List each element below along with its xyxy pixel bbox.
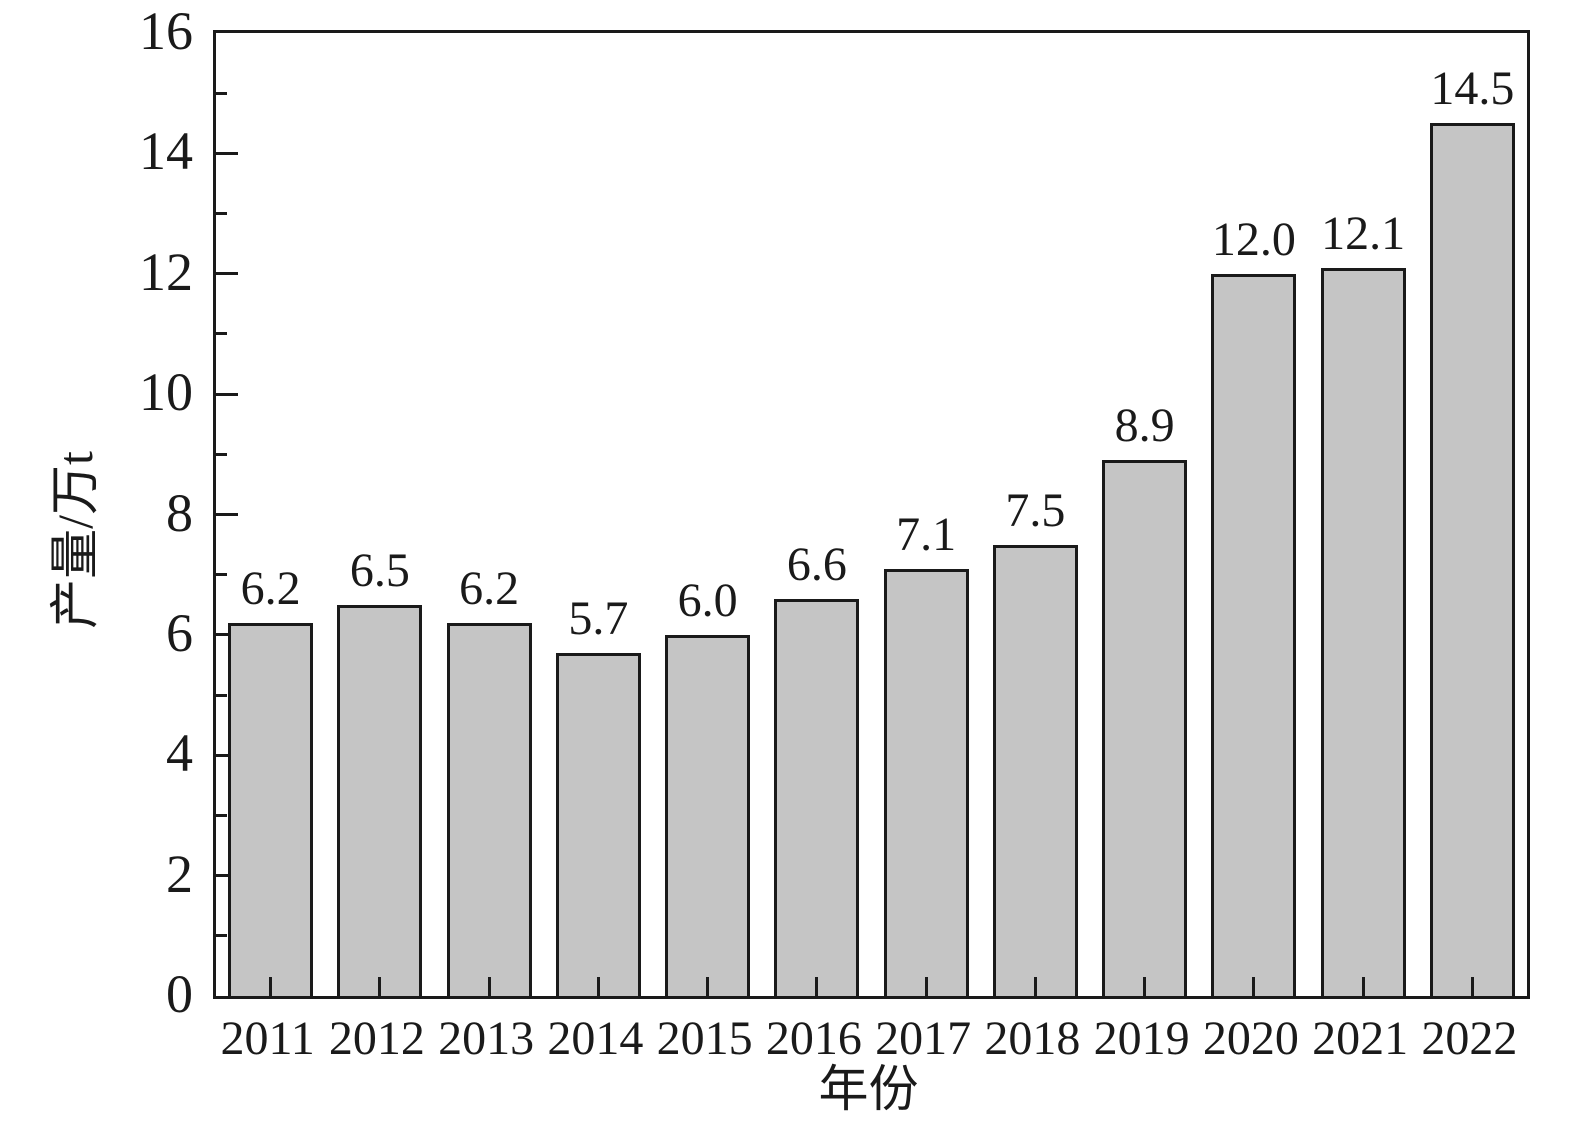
y-axis-minor-tick xyxy=(216,573,227,577)
bar-2022 xyxy=(1429,123,1515,996)
x-axis-tick xyxy=(378,977,382,996)
bar-value-label: 12.1 xyxy=(1321,206,1406,260)
x-axis-tick-label: 2019 xyxy=(1093,1012,1190,1065)
bar-2020 xyxy=(1211,273,1297,996)
x-axis-tick xyxy=(269,977,273,996)
y-axis-tick-label: 10 xyxy=(139,362,193,423)
bar-value-label: 14.5 xyxy=(1430,62,1515,116)
x-axis-tick-label: 2012 xyxy=(328,1012,425,1065)
y-axis-minor-tick xyxy=(216,693,227,697)
bar-2016 xyxy=(774,598,860,996)
x-axis-tick xyxy=(1361,977,1365,996)
y-axis-major-tick xyxy=(216,874,238,878)
y-axis-tick-label: 8 xyxy=(166,482,193,543)
y-axis-minor-tick xyxy=(216,332,227,336)
bar-value-label: 6.2 xyxy=(240,561,301,615)
bar-2017 xyxy=(883,568,969,996)
y-axis-tick-label: 14 xyxy=(139,121,193,182)
x-axis-tick-label: 2020 xyxy=(1202,1012,1299,1065)
x-axis-tick xyxy=(1143,977,1147,996)
x-axis-tick-label: 2021 xyxy=(1312,1012,1409,1065)
x-axis-tick xyxy=(487,977,491,996)
y-axis-minor-tick xyxy=(216,934,227,938)
y-axis-tick-label: 4 xyxy=(166,723,193,784)
x-axis-title: 年份 xyxy=(818,1061,919,1117)
y-axis-major-tick xyxy=(216,633,238,637)
x-axis-tick-label: 2017 xyxy=(875,1012,972,1065)
y-axis-minor-tick xyxy=(216,212,227,216)
y-axis-major-tick xyxy=(216,753,238,757)
bar-value-label: 6.0 xyxy=(677,573,738,627)
x-axis-tick-label: 2022 xyxy=(1421,1012,1518,1065)
y-axis-major-tick xyxy=(216,513,238,516)
y-axis-tick-label: 2 xyxy=(166,843,193,904)
y-axis-minor-tick xyxy=(216,813,227,817)
bar-2013 xyxy=(446,622,532,996)
bar-value-label: 8.9 xyxy=(1114,399,1175,453)
bar-2015 xyxy=(665,634,751,996)
x-axis-tick-label: 2014 xyxy=(547,1012,644,1065)
x-axis-tick xyxy=(596,977,600,996)
bar-2011 xyxy=(228,622,314,996)
y-axis-tick-label: 12 xyxy=(139,241,193,302)
bar-value-label: 6.5 xyxy=(349,543,410,597)
x-axis-tick-label: 2016 xyxy=(765,1012,862,1065)
x-axis-tick xyxy=(1252,977,1256,996)
bar-value-label: 6.6 xyxy=(786,537,847,591)
x-axis-tick-label: 2013 xyxy=(438,1012,535,1065)
bar-value-label: 12.0 xyxy=(1211,212,1296,266)
y-axis-tick-label: 0 xyxy=(166,964,193,1024)
bar-value-label: 6.2 xyxy=(459,561,520,615)
bar-value-label: 7.5 xyxy=(1005,483,1066,537)
y-axis-minor-tick xyxy=(216,452,227,456)
x-axis-tick-label: 2015 xyxy=(656,1012,753,1065)
bar-value-label: 5.7 xyxy=(568,591,629,645)
bar-2012 xyxy=(337,604,423,996)
x-axis-tick-label: 2011 xyxy=(220,1012,315,1065)
bar-2021 xyxy=(1320,267,1406,996)
x-axis-tick xyxy=(706,977,710,996)
bar-2014 xyxy=(555,652,641,996)
x-axis-tick xyxy=(1033,977,1037,996)
plot-area: 6.2 6.5 6.2 5.7 6.0 6.6 7.1 7.5 8.9 12.0 12.1 14.5 xyxy=(213,30,1530,999)
y-axis-tick-label: 16 xyxy=(139,1,193,61)
y-axis-major-tick xyxy=(216,272,238,276)
x-axis-tick xyxy=(1470,977,1474,996)
bar-2018 xyxy=(992,544,1078,996)
y-axis-tick-label: 6 xyxy=(166,602,193,663)
bar-value-label: 7.1 xyxy=(896,507,957,561)
y-axis-major-tick xyxy=(216,151,238,155)
x-axis-tick xyxy=(924,977,928,996)
y-axis-major-tick xyxy=(216,392,238,396)
y-axis-minor-tick xyxy=(216,91,227,95)
x-axis-tick xyxy=(815,977,819,996)
bar-2019 xyxy=(1102,460,1188,996)
x-axis-tick-label: 2018 xyxy=(984,1012,1081,1065)
